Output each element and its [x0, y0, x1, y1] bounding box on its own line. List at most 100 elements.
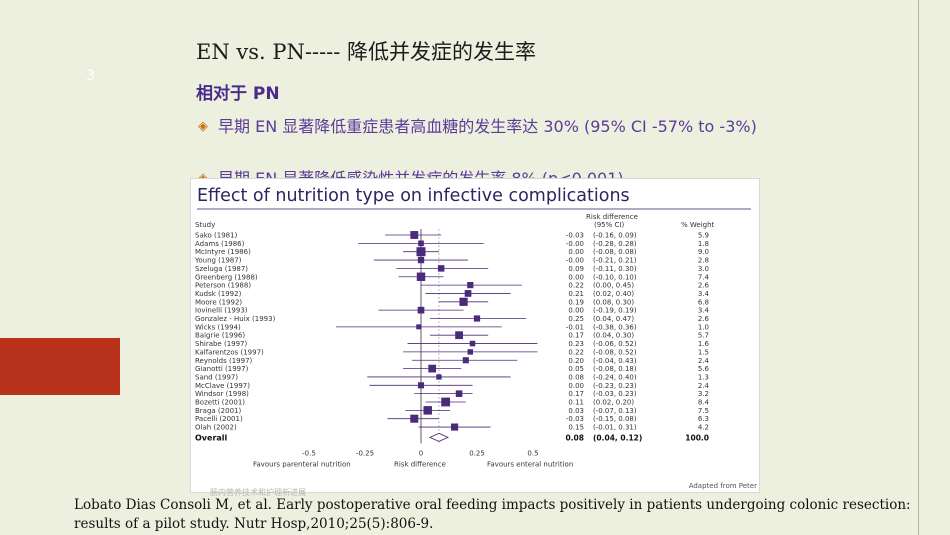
study-name-label: Windsor (1998) [195, 390, 249, 398]
weight-value: 8.4 [698, 399, 710, 407]
overall-label: Overall [195, 433, 228, 442]
x-tick-label: 0.25 [469, 449, 485, 457]
ci-value: (-0.04, 0.43) [593, 357, 637, 365]
risk-difference-value: 0.08 [568, 373, 584, 381]
reference-citation: Lobato Dias Consoli M, et al. Early post… [74, 497, 911, 532]
study-name-label: Adams (1986) [195, 240, 245, 248]
effect-square-marker [436, 374, 442, 380]
effect-square-marker [455, 390, 463, 397]
bullet-item: ◈ 早期 EN 显著降低重症患者高血糖的发生率达 30% (95% CI -57… [198, 116, 778, 137]
risk-difference-value: -0.01 [566, 323, 584, 331]
ci-value: (0.04, 0.47) [593, 315, 634, 323]
ci-value: (0.00, 0.45) [593, 282, 634, 290]
right-border-line [918, 0, 919, 535]
weight-value: 2.4 [698, 382, 710, 390]
x-tick-label: 0.5 [527, 449, 538, 457]
weight-value: 4.2 [698, 424, 709, 432]
risk-difference-value: 0.00 [568, 273, 584, 281]
study-name-label: Young (1987) [194, 257, 242, 265]
effect-square-marker [416, 247, 426, 257]
risk-difference-value: 0.00 [568, 382, 584, 390]
effect-square-marker [428, 364, 437, 373]
effect-square-marker [416, 272, 426, 281]
ci-value: (-0.08, 0.52) [593, 348, 637, 356]
effect-square-marker [410, 231, 419, 239]
ci-value: (-0.16, 0.09) [593, 232, 637, 240]
study-name-label: Peterson (1988) [195, 282, 251, 290]
ci-value: (-0.01, 0.31) [593, 424, 637, 432]
ci-value: (-0.06, 0.52) [593, 340, 637, 348]
risk-difference-value: 0.15 [568, 424, 584, 432]
risk-difference-value: -0.00 [566, 240, 584, 248]
effect-square-marker [459, 297, 468, 306]
risk-difference-value: -0.03 [566, 415, 584, 423]
weight-value: 6.8 [698, 298, 709, 306]
study-name-label: Baigrie (1996) [195, 332, 245, 340]
slide-subtitle: 相对于 PN [196, 84, 280, 104]
study-name-label: Shirabe (1997) [195, 340, 248, 348]
effect-square-marker [455, 331, 463, 340]
slide-number: 3 [86, 68, 95, 84]
ci-value: (0.04, 0.30) [593, 332, 634, 340]
weight-value: 1.8 [698, 240, 709, 248]
ci-value: (-0.28, 0.28) [593, 240, 637, 248]
x-tick-label: 0 [419, 449, 423, 457]
weight-value: 5.7 [698, 332, 709, 340]
x-axis-label-center: Risk difference [394, 460, 446, 468]
study-name-label: Gianotti (1997) [195, 365, 249, 373]
risk-difference-value: -0.00 [566, 257, 584, 265]
weight-value: 9.0 [698, 248, 709, 256]
risk-difference-value: 0.00 [568, 307, 584, 315]
risk-difference-value: 0.20 [568, 357, 584, 365]
weight-value: 1.6 [698, 340, 710, 348]
overall-weight-value: 100.0 [685, 433, 709, 442]
study-name-label: Moore (1992) [195, 298, 242, 306]
weight-value: 3.4 [698, 290, 710, 298]
ci-value: (-0.23, 0.23) [593, 382, 637, 390]
study-name-label: Bozetti (2001) [195, 399, 245, 407]
risk-difference-value: 0.09 [568, 265, 584, 273]
bullet-text: 早期 EN 显著降低重症患者高血糖的发生率达 30% (95% CI -57% … [218, 117, 757, 136]
ci-value: (0.02, 0.40) [593, 290, 634, 298]
weight-value: 5.6 [698, 365, 710, 373]
weight-value: 2.6 [698, 315, 710, 323]
effect-square-marker [410, 414, 419, 423]
effect-square-marker [469, 340, 476, 347]
red-accent-tab [0, 338, 120, 395]
study-name-label: Wicks (1994) [195, 323, 241, 331]
ci-value: (-0.11, 0.30) [593, 265, 637, 273]
watermark-text: 肠内营养技术和护理新进展 [210, 488, 306, 497]
risk-difference-value: 0.22 [568, 282, 584, 290]
overall-diamond-marker [428, 432, 449, 442]
effect-square-marker [467, 349, 474, 355]
effect-square-marker [423, 406, 432, 415]
study-name-label: Greenberg (1988) [195, 273, 258, 281]
overall-ci-value: (0.04, 0.12) [593, 433, 642, 442]
ci-value: (-0.24, 0.40) [593, 373, 637, 381]
risk-difference-value: 0.03 [568, 407, 584, 415]
effect-square-marker [417, 306, 425, 314]
study-name-label: Sand (1997) [195, 373, 238, 381]
weight-value: 2.4 [698, 357, 710, 365]
slide-title: EN vs. PN----- 降低并发症的发生率 [196, 40, 537, 64]
risk-difference-value: 0.00 [568, 248, 584, 256]
risk-difference-value: 0.22 [568, 348, 584, 356]
chart-title: Effect of nutrition type on infective co… [197, 186, 630, 206]
weight-value: 1.5 [698, 348, 709, 356]
ci-value: (-0.21, 0.21) [593, 257, 637, 265]
effect-square-marker [418, 240, 424, 247]
ci-value: (-0.03, 0.23) [593, 390, 637, 398]
weight-value: 7.5 [698, 407, 709, 415]
study-name-label: Kudsk (1992) [195, 290, 242, 298]
effect-square-marker [462, 357, 469, 364]
effect-square-marker [437, 265, 445, 272]
overall-risk-difference-value: 0.08 [565, 433, 584, 442]
weight-value: 2.8 [698, 257, 709, 265]
study-name-label: Olah (2002) [195, 424, 237, 432]
weight-value: 6.3 [698, 415, 709, 423]
effect-square-marker [417, 256, 425, 264]
effect-square-marker [467, 281, 474, 289]
ci-value: (-0.08, 0.18) [593, 365, 637, 373]
ci-value: (0.02, 0.20) [593, 399, 634, 407]
ci-value: (0.08, 0.30) [593, 298, 634, 306]
